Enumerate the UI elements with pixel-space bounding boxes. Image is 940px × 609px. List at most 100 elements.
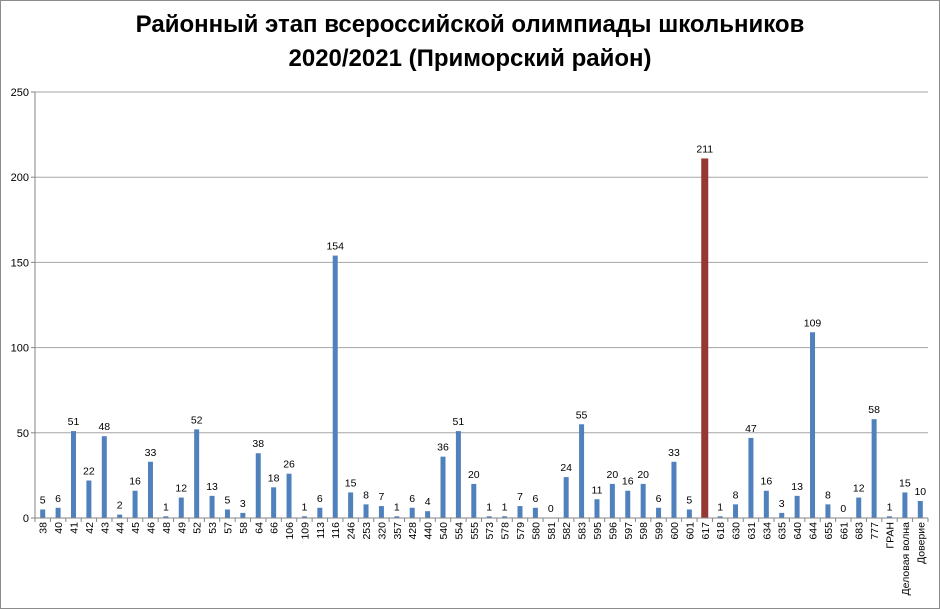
bar — [856, 497, 862, 518]
bar — [471, 483, 477, 518]
x-tick-label: 66 — [269, 522, 281, 534]
x-tick-label: 49 — [176, 522, 188, 534]
x-tick-label: 579 — [515, 522, 527, 540]
data-label: 33 — [668, 447, 680, 459]
bar — [825, 504, 831, 518]
x-tick-label: 630 — [731, 522, 743, 540]
chart-title: Районный этап всероссийской олимпиады шк… — [0, 8, 940, 76]
data-label: 36 — [437, 442, 449, 454]
x-tick-label: 40 — [53, 522, 65, 534]
x-tick-label: 357 — [392, 522, 404, 540]
bar — [86, 480, 92, 518]
x-tick-label: 580 — [530, 522, 542, 540]
bar — [332, 255, 338, 519]
x-tick-label: 53 — [207, 522, 219, 534]
x-tick-label: 253 — [361, 522, 373, 540]
bar — [563, 477, 569, 518]
bar — [440, 456, 446, 518]
x-tick-label: 599 — [654, 522, 666, 540]
x-tick-label: 555 — [469, 522, 481, 540]
bar — [194, 429, 200, 518]
bar — [625, 490, 631, 518]
data-label: 1 — [302, 501, 308, 513]
data-label: 6 — [409, 493, 415, 505]
x-tick-label: 43 — [99, 522, 111, 534]
bar — [163, 516, 169, 518]
bar — [224, 509, 230, 518]
bar — [209, 495, 215, 518]
data-label: 16 — [622, 476, 634, 488]
bar — [486, 516, 492, 518]
x-tick-label: 554 — [453, 522, 465, 540]
bar — [609, 483, 615, 518]
data-label: 5 — [686, 494, 692, 506]
x-tick-label: 631 — [746, 522, 758, 540]
x-tick-label: 583 — [577, 522, 589, 540]
data-label: 8 — [363, 489, 369, 501]
y-tick-label: 0 — [23, 513, 29, 525]
data-label: 15 — [899, 477, 911, 489]
x-tick-label: 582 — [561, 522, 573, 540]
data-label: 3 — [779, 498, 785, 510]
x-tick-label: 428 — [407, 522, 419, 540]
data-label: 11 — [592, 484, 603, 496]
data-label: 58 — [868, 404, 880, 416]
data-label: 1 — [486, 501, 492, 513]
bar — [147, 461, 153, 518]
data-label: 24 — [560, 462, 572, 474]
x-tick-label: 109 — [299, 522, 311, 540]
data-label: 13 — [791, 481, 803, 493]
bar — [40, 509, 46, 518]
bar — [594, 499, 600, 518]
bar — [794, 495, 800, 518]
x-tick-label: 634 — [761, 522, 773, 540]
x-tick-label: 617 — [700, 522, 712, 540]
data-label: 13 — [206, 481, 218, 493]
x-tick-label: 246 — [346, 522, 358, 540]
data-label: 154 — [326, 241, 344, 253]
bar — [132, 490, 138, 518]
bar — [363, 504, 369, 518]
bar — [255, 453, 261, 518]
bar — [317, 507, 323, 518]
bar — [717, 516, 723, 518]
data-label: 20 — [468, 469, 480, 481]
data-label: 1 — [717, 501, 723, 513]
x-axis: 38 40 41 42 43 44 45 46 48 49 52 53 57 58 64 66 106 109 11… — [34, 517, 929, 595]
data-label: 1 — [887, 501, 893, 513]
bar — [579, 424, 585, 518]
bar — [502, 516, 508, 518]
data-label: 48 — [98, 421, 110, 433]
data-label: 211 — [696, 143, 713, 155]
data-label: 0 — [840, 503, 846, 515]
bar — [409, 507, 415, 518]
data-label: 16 — [129, 476, 141, 488]
data-label: 5 — [225, 494, 231, 506]
bar — [748, 437, 754, 518]
data-label: 3 — [240, 498, 246, 510]
x-tick-label: 38 — [38, 522, 50, 534]
bar — [640, 483, 646, 518]
x-tick-label: 661 — [838, 522, 850, 540]
bar — [394, 516, 400, 518]
data-label: 55 — [576, 409, 588, 421]
bar — [701, 158, 709, 518]
bar — [101, 436, 107, 518]
bar — [348, 492, 354, 518]
x-tick-label: 598 — [638, 522, 650, 540]
data-label: 1 — [502, 501, 508, 513]
data-label: 51 — [68, 416, 80, 428]
chart-title-line-1: Районный этап всероссийской олимпиады шк… — [135, 11, 805, 38]
x-tick-label: 683 — [854, 522, 866, 540]
y-axis: 0 50 100 150 200 250 — [11, 87, 36, 525]
data-label: 12 — [175, 483, 187, 495]
x-tick-label: 596 — [607, 522, 619, 540]
data-label: 8 — [733, 489, 739, 501]
data-label: 38 — [252, 438, 264, 450]
data-label: 26 — [283, 459, 295, 471]
x-tick-label: 48 — [161, 522, 173, 534]
x-tick-label: 113 — [315, 522, 327, 539]
y-tick-label: 100 — [11, 343, 29, 355]
gridlines — [35, 91, 928, 434]
